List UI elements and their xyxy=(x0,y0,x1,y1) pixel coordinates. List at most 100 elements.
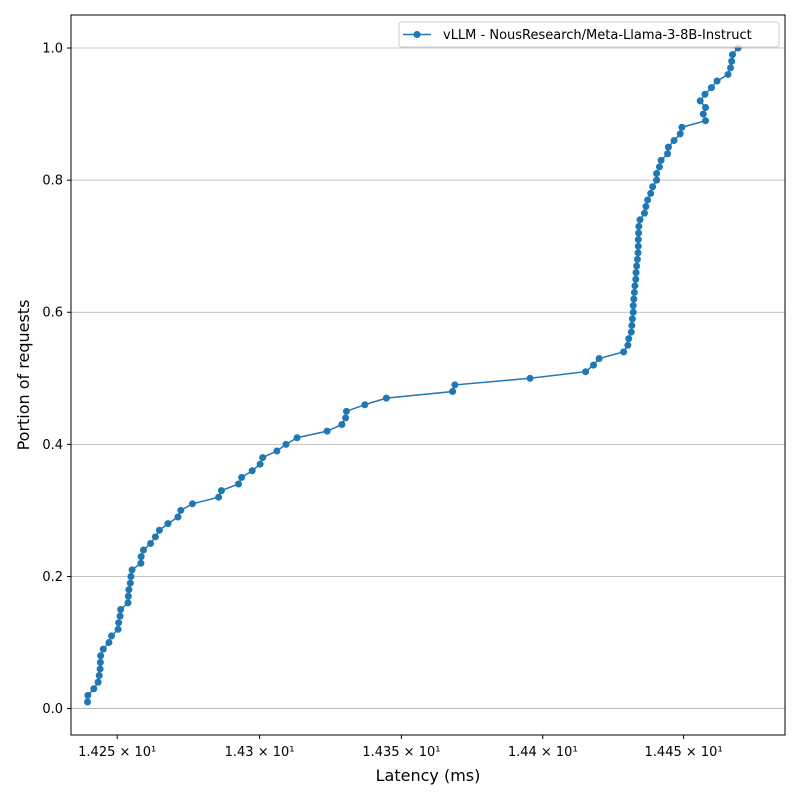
x-tick-label: 1.425 × 10¹ xyxy=(78,745,156,760)
data-point xyxy=(108,632,116,640)
series-layer xyxy=(84,44,742,706)
data-point xyxy=(629,308,637,316)
data-point xyxy=(526,374,534,382)
y-tick-label: 1.0 xyxy=(42,42,63,57)
x-tick-label: 1.435 × 10¹ xyxy=(362,745,440,760)
data-point xyxy=(624,341,632,349)
y-tick-label: 0.0 xyxy=(42,702,63,717)
legend-marker-swatch xyxy=(413,31,421,38)
data-point xyxy=(628,315,636,323)
data-point xyxy=(664,143,672,151)
data-point xyxy=(633,262,641,270)
data-point xyxy=(634,242,642,250)
data-point xyxy=(217,487,225,495)
data-point xyxy=(95,672,103,680)
x-tick-label: 1.43 × 10¹ xyxy=(225,745,295,760)
data-point xyxy=(282,440,290,448)
data-point xyxy=(174,513,182,521)
data-point xyxy=(293,434,301,442)
data-point xyxy=(729,51,737,59)
data-point xyxy=(699,110,707,118)
data-point xyxy=(99,645,107,653)
data-point xyxy=(137,559,145,567)
data-point xyxy=(117,605,125,613)
plot-frame xyxy=(70,14,786,736)
data-point xyxy=(634,236,642,244)
data-point xyxy=(155,526,163,534)
data-point xyxy=(724,70,732,78)
data-point xyxy=(125,586,133,594)
data-point xyxy=(151,533,159,541)
data-point xyxy=(177,506,185,514)
data-point xyxy=(235,480,243,488)
y-tick-label: 0.2 xyxy=(42,570,63,585)
data-point xyxy=(632,269,640,277)
data-point xyxy=(728,57,736,65)
y-axis-title: Portion of requests xyxy=(14,300,33,451)
x-tick-label: 1.445 × 10¹ xyxy=(645,745,723,760)
data-point xyxy=(84,691,92,699)
data-point xyxy=(382,394,390,402)
data-point xyxy=(653,170,661,178)
data-point xyxy=(649,183,657,191)
data-point xyxy=(635,229,643,237)
x-axis-ticks: 1.425 × 10¹ 1.43 × 10¹ 1.435 × 10¹ 1.44 × 1… xyxy=(78,735,723,760)
data-point xyxy=(248,467,256,475)
data-point xyxy=(629,302,637,310)
data-point xyxy=(696,97,704,105)
data-point xyxy=(96,665,104,673)
data-point xyxy=(188,500,196,508)
data-point xyxy=(90,685,98,693)
data-point xyxy=(139,546,147,554)
data-point xyxy=(323,427,331,435)
data-point xyxy=(636,216,644,224)
data-point xyxy=(338,421,346,429)
legend-label: vLLM - NousResearch/Meta-Llama-3-8B-Inst… xyxy=(443,28,752,43)
data-point xyxy=(137,553,145,561)
data-point xyxy=(115,619,123,627)
data-point xyxy=(655,163,663,171)
legend-box xyxy=(398,21,780,48)
data-point xyxy=(647,189,655,197)
data-point xyxy=(114,625,122,633)
data-point xyxy=(707,84,715,92)
data-point xyxy=(701,90,709,98)
data-point xyxy=(215,493,223,501)
data-point xyxy=(678,123,686,131)
data-point xyxy=(116,612,124,620)
y-tick-label: 0.6 xyxy=(42,306,63,321)
data-point xyxy=(105,639,113,647)
x-tick-label: 1.44 × 10¹ xyxy=(508,745,578,760)
data-point xyxy=(625,335,633,343)
data-point xyxy=(640,209,648,217)
data-point xyxy=(342,407,350,415)
data-point xyxy=(713,77,721,85)
data-point xyxy=(702,117,710,125)
data-point xyxy=(635,222,643,230)
data-point xyxy=(127,572,135,580)
y-tick-label: 0.8 xyxy=(42,174,63,189)
data-point xyxy=(657,156,665,164)
data-point xyxy=(644,196,652,204)
data-point xyxy=(630,295,638,303)
data-point xyxy=(259,454,267,462)
legend: vLLM - NousResearch/Meta-Llama-3-8B-Inst… xyxy=(398,21,780,48)
data-point xyxy=(631,282,639,290)
data-point xyxy=(342,414,350,422)
data-point xyxy=(627,328,635,336)
data-point xyxy=(590,361,598,369)
data-point xyxy=(451,381,459,389)
data-point xyxy=(97,652,105,660)
data-point xyxy=(147,539,155,547)
data-point xyxy=(238,473,246,481)
x-axis-title: Latency (ms) xyxy=(376,766,481,785)
grid-lines xyxy=(71,47,785,709)
data-point xyxy=(676,130,684,138)
data-point xyxy=(630,288,638,296)
data-point xyxy=(582,368,590,376)
data-point xyxy=(273,447,281,455)
data-point xyxy=(664,150,672,158)
data-point xyxy=(96,658,104,666)
